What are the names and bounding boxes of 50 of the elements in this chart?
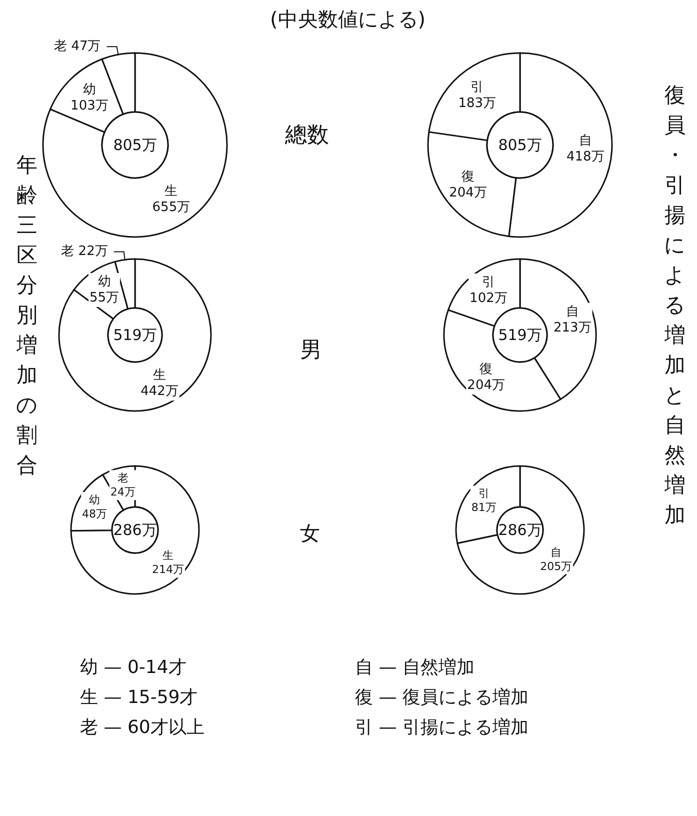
text: 總数 bbox=[285, 122, 329, 150]
text: 286万 bbox=[113, 521, 157, 539]
text: 男 bbox=[300, 337, 322, 365]
slice-label: 生 bbox=[152, 368, 166, 384]
slice-label: 引 bbox=[478, 487, 490, 500]
data-label: 102万 bbox=[470, 291, 508, 306]
text: 自 — 自然増加 bbox=[355, 656, 474, 679]
data-label: 214万 bbox=[152, 563, 184, 576]
text: (中央数値による) bbox=[270, 6, 426, 33]
text: 年齢三区分別増加の割合 bbox=[16, 153, 38, 477]
slice-label: 生 bbox=[162, 549, 174, 562]
slice-label: 引 bbox=[482, 275, 495, 290]
slice-label: 老 bbox=[117, 472, 128, 485]
data-label: 24万 bbox=[110, 486, 136, 499]
text: 老 — 60才以上 bbox=[80, 716, 204, 739]
data-label: 655万 bbox=[152, 200, 190, 216]
text: 女 bbox=[300, 520, 320, 547]
slice-label: 自 bbox=[578, 133, 592, 148]
text: 519万 bbox=[113, 326, 157, 344]
slice-label: 生 bbox=[164, 184, 178, 200]
data-label: 103万 bbox=[70, 98, 108, 114]
text: 復員・引揚による増加と自然増加 bbox=[664, 83, 686, 527]
text: 805万 bbox=[113, 136, 157, 154]
slice-label: 幼 bbox=[82, 82, 96, 98]
slice-label: 復 bbox=[480, 362, 493, 378]
slice-label: 引 bbox=[470, 80, 484, 96]
data-label: 81万 bbox=[471, 501, 496, 514]
data-label: 213万 bbox=[553, 320, 592, 336]
data-label: 183万 bbox=[458, 96, 496, 112]
data-label: 205万 bbox=[540, 560, 572, 573]
data-label: 442万 bbox=[140, 384, 178, 400]
data-label: 48万 bbox=[82, 508, 108, 521]
text: 805万 bbox=[498, 136, 542, 154]
slice-label: 老 47万 bbox=[54, 39, 101, 54]
slice-label: 復 bbox=[462, 169, 475, 184]
slice-label: 老 22万 bbox=[61, 244, 108, 260]
slice-label: 幼 bbox=[89, 494, 100, 507]
data-label: 55万 bbox=[89, 290, 120, 306]
text: 286万 bbox=[498, 521, 542, 539]
text: 幼 — 0-14才 bbox=[80, 656, 186, 679]
slice-label: 幼 bbox=[98, 274, 111, 290]
data-label: 204万 bbox=[467, 378, 505, 394]
text: 519万 bbox=[498, 326, 542, 344]
text: 復 — 復員による増加 bbox=[355, 686, 528, 709]
data-label: 418万 bbox=[566, 149, 604, 164]
data-label: 204万 bbox=[449, 185, 487, 200]
text: 引 — 引揚による増加 bbox=[355, 716, 528, 739]
slice-label: 自 bbox=[550, 546, 562, 559]
text: 生 — 15-59才 bbox=[80, 686, 198, 709]
slice-label: 自 bbox=[566, 304, 579, 320]
